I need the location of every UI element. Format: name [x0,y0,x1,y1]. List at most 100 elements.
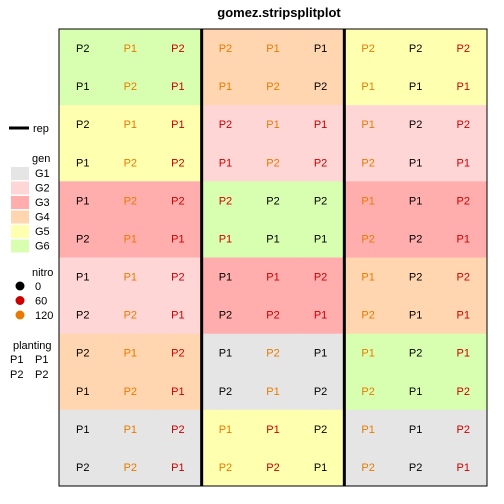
cell-label-10-5: P2 [314,424,327,436]
cell-11-6 [344,447,393,487]
cell-label-7-8: P1 [456,310,469,322]
cell-label-11-3: P2 [219,462,232,474]
cell-4-6 [344,181,393,220]
cell-label-3-6: P2 [361,157,374,169]
legend-gen-swatch-G6 [11,239,29,253]
cell-9-6 [344,371,393,411]
cell-label-8-6: P1 [361,348,374,360]
cell-10-7 [391,409,440,449]
cell-label-7-3: P2 [219,310,232,322]
cell-1-6 [344,67,393,106]
cell-2-2 [154,105,203,144]
cell-label-10-7: P1 [409,424,422,436]
legend-gen-items: G1 G2 G3 G4 G5 G6 [11,167,50,253]
cell-1-3 [201,67,250,106]
cell-label-0-8: P2 [456,43,469,55]
legend-planting-key-0: P1 [10,354,23,366]
cell-label-1-8: P1 [456,81,469,93]
cell-10-1 [106,409,155,449]
cell-7-5 [296,295,345,335]
cell-1-0 [59,67,108,106]
cell-label-6-2: P2 [171,272,184,284]
cell-label-9-3: P2 [219,386,232,398]
cell-label-7-5: P1 [314,310,327,322]
cell-label-1-3: P1 [219,81,232,93]
cell-1-5 [296,67,345,106]
cell-label-1-5: P2 [314,81,327,93]
legend-nitro-dot-120 [15,310,25,320]
legend-gen-label-G4: G4 [35,212,50,224]
cell-11-8 [439,447,488,487]
cell-1-7 [391,67,440,106]
cell-9-7 [391,371,440,411]
cell-11-3 [201,447,250,487]
cell-label-4-3: P2 [219,195,232,207]
cell-0-4 [249,29,298,68]
cell-6-0 [59,257,108,297]
cell-label-3-3: P1 [219,157,232,169]
legend-nitro: nitro 0 60 120 [15,267,53,322]
cell-label-5-5: P1 [314,233,327,245]
legend-rep: rep [9,123,49,135]
cell-4-5 [296,181,345,220]
cell-label-3-7: P1 [409,157,422,169]
cell-11-7 [391,447,440,487]
cell-label-11-8: P1 [456,462,469,474]
cell-label-5-3: P1 [219,233,232,245]
cell-label-6-8: P2 [456,272,469,284]
cell-label-4-5: P2 [314,195,327,207]
cell-2-4 [249,105,298,144]
cell-3-7 [391,143,440,182]
plot-border [58,28,488,487]
legend-nitro-items: 0 60 120 [15,281,53,322]
cell-label-11-7: P2 [409,462,422,474]
cell-4-2 [154,181,203,220]
cell-10-5 [296,409,345,449]
legend-gen-swatch-G3 [11,196,29,209]
legend-gen-swatch-G4 [11,210,29,224]
cell-10-3 [201,409,250,449]
cell-2-1 [106,105,155,144]
cell-label-7-7: P1 [409,310,422,322]
cell-8-0 [59,333,108,373]
cell-9-2 [154,371,203,411]
cell-5-5 [296,219,345,258]
cell-label-9-2: P1 [171,386,184,398]
legend-gen-label-G3: G3 [35,197,50,209]
cell-7-0 [59,295,108,335]
cell-1-4 [249,67,298,106]
cell-label-8-4: P2 [266,348,279,360]
legend-gen-label-G5: G5 [35,226,50,238]
cell-3-5 [296,143,345,182]
cell-label-2-8: P2 [456,119,469,131]
cell-5-7 [391,219,440,258]
cell-3-0 [59,143,108,182]
cell-label-11-1: P2 [124,462,137,474]
cell-label-2-4: P1 [266,119,279,131]
cell-8-5 [296,333,345,373]
cell-5-3 [201,219,250,258]
legend-gen-swatch-G1 [11,167,29,180]
legend-nitro-label-60: 60 [35,296,47,308]
cell-3-4 [249,143,298,182]
cell-label-9-4: P1 [266,386,279,398]
cell-3-3 [201,143,250,182]
cell-8-7 [391,333,440,373]
cell-label-4-0: P1 [76,195,89,207]
legend-nitro-title: nitro [32,267,53,279]
cell-label-2-5: P1 [314,119,327,131]
cell-7-2 [154,295,203,335]
cell-label-9-8: P2 [456,386,469,398]
cell-label-8-3: P1 [219,348,232,360]
cell-label-0-0: P2 [76,43,89,55]
cell-6-2 [154,257,203,297]
cell-2-5 [296,105,345,144]
legend-planting-label-1: P2 [35,369,48,381]
cell-label-7-6: P2 [361,310,374,322]
cell-label-5-6: P2 [361,233,374,245]
cell-0-1 [106,29,155,68]
cell-label-0-5: P1 [314,43,327,55]
cell-0-5 [296,29,345,68]
cell-label-8-1: P1 [124,348,137,360]
cell-label-0-2: P2 [171,43,184,55]
